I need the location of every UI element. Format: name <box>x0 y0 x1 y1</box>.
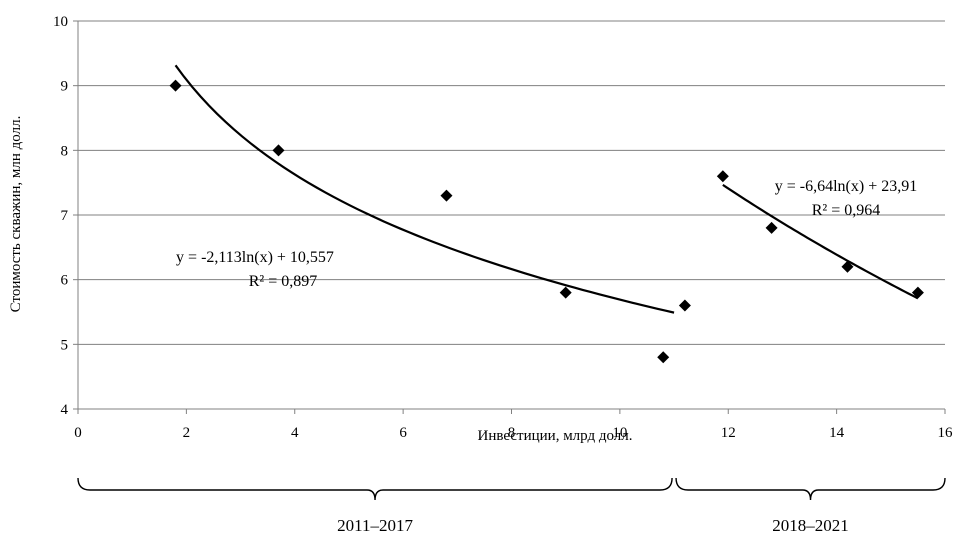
data-point <box>657 351 670 364</box>
x-tick-label: 14 <box>829 425 845 441</box>
x-axis-label: Инвестиции, млрд долл. <box>477 428 632 444</box>
period-label: 2018–2021 <box>772 516 849 535</box>
period-bracket <box>675 477 946 501</box>
trendline-equation: y = -6,64ln(x) + 23,91 <box>775 178 917 195</box>
y-tick-label: 5 <box>61 337 69 353</box>
trendlines <box>174 64 919 314</box>
y-tick-label: 9 <box>61 79 69 95</box>
axes <box>73 20 946 414</box>
y-tick-label: 4 <box>61 402 69 418</box>
r-squared-label: R² = 0,964 <box>812 202 881 219</box>
period-brackets: 2011–2017 2018–2021 <box>77 477 946 535</box>
x-tick-label: 6 <box>399 425 407 441</box>
data-point <box>169 79 182 92</box>
data-point <box>440 189 453 202</box>
data-point <box>559 286 572 299</box>
trendline <box>722 183 919 300</box>
x-tick-label: 16 <box>938 425 954 441</box>
y-tick-label: 7 <box>61 208 69 224</box>
y-tick-label: 8 <box>61 143 69 159</box>
trendline <box>174 64 675 314</box>
y-axis-label: Стоимость скважин, млн долл. <box>8 116 24 313</box>
x-tick-label: 12 <box>721 425 736 441</box>
data-point <box>678 299 691 312</box>
x-tick-label: 0 <box>74 425 82 441</box>
data-point <box>716 170 729 183</box>
data-points <box>169 79 924 364</box>
tick-labels: 4 5 6 7 8 9 10 0 2 4 6 8 10 12 14 16 <box>53 14 953 441</box>
x-tick-label: 4 <box>291 425 299 441</box>
annotations: y = -2,113ln(x) + 10,557 R² = 0,897 y = -6… <box>176 178 917 290</box>
y-tick-label: 6 <box>61 273 69 289</box>
r-squared-label: R² = 0,897 <box>249 273 318 290</box>
x-tick-label: 10 <box>612 425 627 441</box>
period-bracket <box>77 477 673 501</box>
data-point <box>841 260 854 273</box>
data-point <box>765 221 778 234</box>
period-label: 2011–2017 <box>337 516 413 535</box>
gridlines <box>78 20 945 345</box>
y-tick-label: 10 <box>53 14 68 30</box>
x-tick-label: 2 <box>183 425 191 441</box>
data-point <box>911 286 924 299</box>
trendline-equation: y = -2,113ln(x) + 10,557 <box>176 249 334 266</box>
x-tick-label: 8 <box>508 425 516 441</box>
data-point <box>272 144 285 157</box>
